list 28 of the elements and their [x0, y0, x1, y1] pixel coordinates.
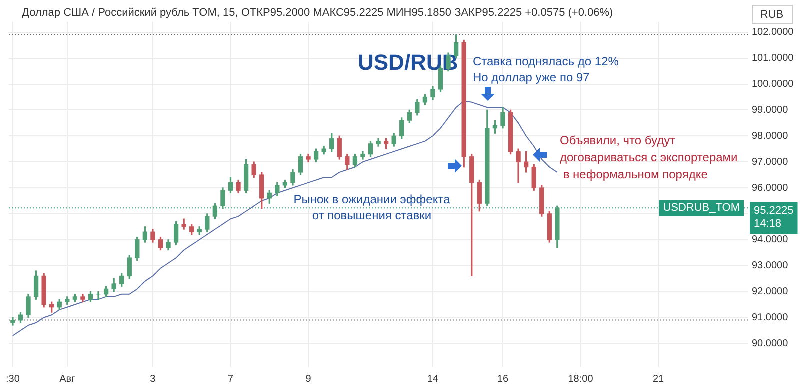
x-tick-label: 14 [427, 374, 439, 385]
y-tick-label: 93.0000 [752, 260, 789, 272]
x-tick-label: 18:00 [568, 374, 594, 385]
x-tick-label: 16 [497, 374, 509, 385]
ref-line-label: USDRUB_TOM [663, 202, 740, 214]
annotation: Объявили, что будут договариваться с экспортерами в неформальном порядке [560, 133, 738, 182]
y-tick-label: 92.0000 [752, 286, 789, 298]
y-tick-label: 101.0000 [752, 53, 794, 64]
y-tick-label: 91.0000 [752, 312, 789, 324]
x-tick-label: :30 [6, 374, 20, 385]
annotation: Ставка поднялась до 12% Но доллар уже по 97 [473, 54, 620, 84]
y-tick-label: 102.0000 [752, 27, 794, 38]
y-tick-label: 90.0000 [752, 338, 789, 350]
y-axis-title: RUB [760, 9, 784, 22]
x-tick-label: 9 [306, 374, 312, 385]
text: 95.2225 14:18 [754, 205, 794, 230]
y-tick-label: 99.0000 [752, 104, 789, 116]
annotation: Рынок в ожидании эффекта от повышения ставки [294, 192, 451, 222]
y-tick-label: 96.0000 [752, 182, 789, 194]
y-tick-label: 98.0000 [752, 130, 789, 142]
y-tick-label: 100.0000 [752, 79, 794, 90]
y-tick-label: 94.0000 [752, 234, 789, 246]
y-tick-label: 97.0000 [752, 156, 789, 168]
x-tick-label: 21 [652, 374, 665, 385]
x-tick-label: Авг [60, 374, 76, 385]
chart-title: Доллар США / Российский рубль TOM, 15, ОТКР95.2000 МАКС95.2225 МИН95.1850 ЗАКР95.2225 +0.0575 (+0.06%) [22, 7, 614, 20]
x-tick-label: 7 [228, 374, 234, 385]
x-tick-label: 3 [150, 374, 156, 385]
